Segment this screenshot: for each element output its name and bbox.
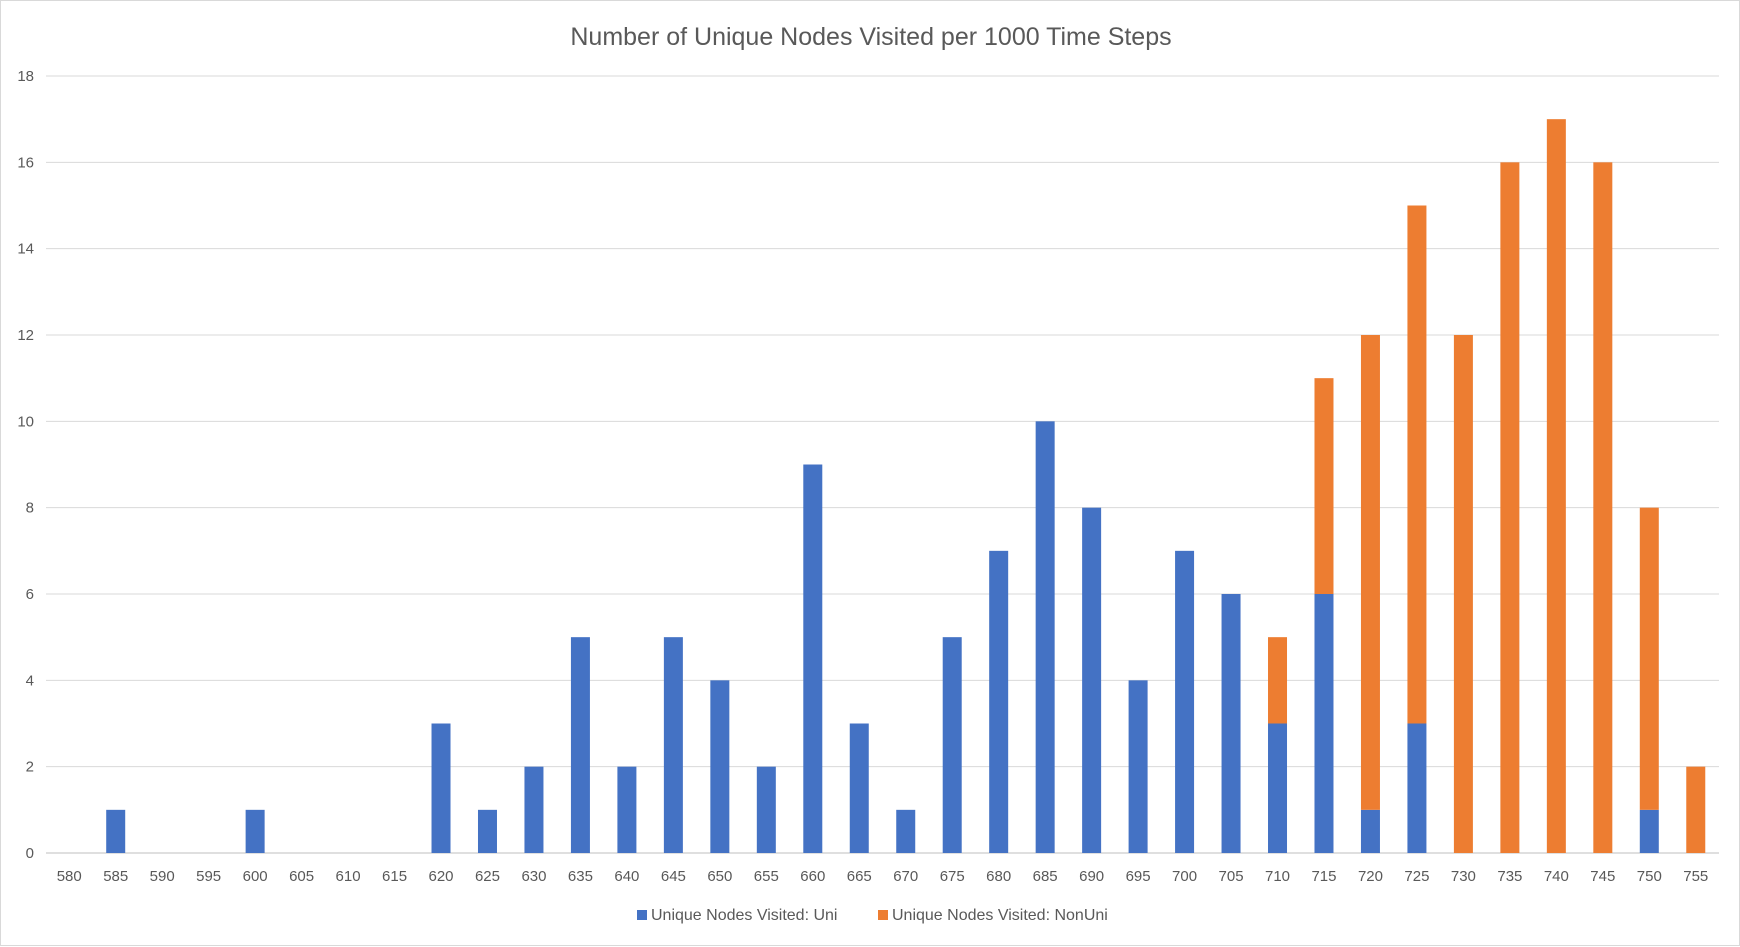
x-tick-label: 595 xyxy=(196,868,221,885)
x-tick-label: 740 xyxy=(1544,868,1569,885)
x-tick-label: 590 xyxy=(150,868,175,885)
bar-uni xyxy=(803,464,823,853)
x-tick-label: 670 xyxy=(893,868,918,885)
y-tick-label: 14 xyxy=(17,241,34,258)
x-tick-label: 675 xyxy=(940,868,965,885)
x-tick-label: 710 xyxy=(1265,868,1290,885)
y-tick-label: 0 xyxy=(26,845,34,862)
x-tick-label: 625 xyxy=(475,868,500,885)
bar-uni xyxy=(1314,594,1334,853)
y-tick-label: 2 xyxy=(26,759,34,776)
y-tick-label: 6 xyxy=(26,586,34,603)
legend-label: Unique Nodes Visited: Uni xyxy=(651,907,837,924)
x-tick-label: 750 xyxy=(1637,868,1662,885)
x-tick-label: 650 xyxy=(707,868,732,885)
y-tick-label: 10 xyxy=(17,413,34,430)
bar-uni xyxy=(617,766,637,853)
x-tick-label: 610 xyxy=(336,868,361,885)
x-tick-label: 655 xyxy=(754,868,779,885)
x-tick-label: 585 xyxy=(103,868,128,885)
bar-uni xyxy=(570,637,590,853)
y-tick-label: 18 xyxy=(17,68,34,85)
x-tick-label: 615 xyxy=(382,868,407,885)
y-tick-label: 4 xyxy=(26,672,34,689)
x-tick-label: 725 xyxy=(1404,868,1429,885)
y-tick-label: 16 xyxy=(17,154,34,171)
bar-nonuni xyxy=(1686,766,1706,853)
bar-uni xyxy=(1082,507,1102,853)
x-tick-label: 730 xyxy=(1451,868,1476,885)
y-tick-label: 12 xyxy=(17,327,34,344)
chart-title: Number of Unique Nodes Visited per 1000 … xyxy=(570,23,1171,51)
bar-uni xyxy=(1639,809,1659,853)
x-tick-label: 755 xyxy=(1683,868,1708,885)
x-tick-label: 640 xyxy=(614,868,639,885)
x-tick-label: 695 xyxy=(1126,868,1151,885)
x-tick-label: 665 xyxy=(847,868,872,885)
x-tick-label: 700 xyxy=(1172,868,1197,885)
legend-swatch xyxy=(637,910,647,920)
legend-label: Unique Nodes Visited: NonUni xyxy=(892,907,1108,924)
bar-uni xyxy=(245,809,265,853)
x-tick-label: 605 xyxy=(289,868,314,885)
bar-uni xyxy=(1407,723,1427,853)
bar-uni xyxy=(524,766,544,853)
bar-nonuni xyxy=(1360,335,1380,810)
x-axis-ticks: 580 585 590 595 600 605 610 615 620 625 630 635 640 6… xyxy=(57,868,1709,885)
bar-uni xyxy=(849,723,869,853)
bars xyxy=(106,119,1706,854)
x-tick-label: 685 xyxy=(1033,868,1058,885)
bar-uni xyxy=(942,637,962,853)
bar-nonuni xyxy=(1314,378,1334,594)
bar-uni xyxy=(989,550,1009,853)
gridlines xyxy=(46,75,1719,854)
x-tick-label: 645 xyxy=(661,868,686,885)
bar-nonuni xyxy=(1639,507,1659,810)
bar-nonuni xyxy=(1407,205,1427,724)
bar-uni xyxy=(663,637,683,853)
bar-uni xyxy=(1128,680,1148,853)
x-tick-label: 600 xyxy=(243,868,268,885)
y-axis-ticks: 0 2 4 6 8 10 12 14 16 18 xyxy=(17,68,34,862)
bar-uni xyxy=(710,680,730,853)
x-tick-label: 580 xyxy=(57,868,82,885)
legend-swatch xyxy=(878,910,888,920)
bar-uni xyxy=(1268,723,1288,853)
x-tick-label: 680 xyxy=(986,868,1011,885)
bar-nonuni xyxy=(1268,637,1288,724)
bar-uni xyxy=(106,809,126,853)
bar-nonuni xyxy=(1546,119,1566,853)
x-tick-label: 745 xyxy=(1590,868,1615,885)
bar-uni xyxy=(1221,594,1241,853)
y-tick-label: 8 xyxy=(26,500,34,517)
bar-nonuni xyxy=(1453,335,1473,853)
x-tick-label: 635 xyxy=(568,868,593,885)
x-tick-label: 705 xyxy=(1219,868,1244,885)
x-tick-label: 720 xyxy=(1358,868,1383,885)
x-tick-label: 735 xyxy=(1497,868,1522,885)
x-tick-label: 715 xyxy=(1311,868,1336,885)
bar-uni xyxy=(431,723,451,853)
legend: Unique Nodes Visited: Uni Unique Nodes Vi… xyxy=(637,907,1108,924)
bar-uni xyxy=(1175,550,1195,853)
x-tick-label: 630 xyxy=(521,868,546,885)
x-tick-label: 660 xyxy=(800,868,825,885)
bar-nonuni xyxy=(1500,162,1520,854)
x-tick-label: 690 xyxy=(1079,868,1104,885)
bar-nonuni xyxy=(1593,162,1613,854)
bar-uni xyxy=(896,809,916,853)
bar-uni xyxy=(756,766,776,853)
bar-uni xyxy=(1035,421,1055,853)
bar-uni xyxy=(1360,809,1380,853)
x-tick-label: 620 xyxy=(428,868,453,885)
bar-uni xyxy=(477,809,497,853)
